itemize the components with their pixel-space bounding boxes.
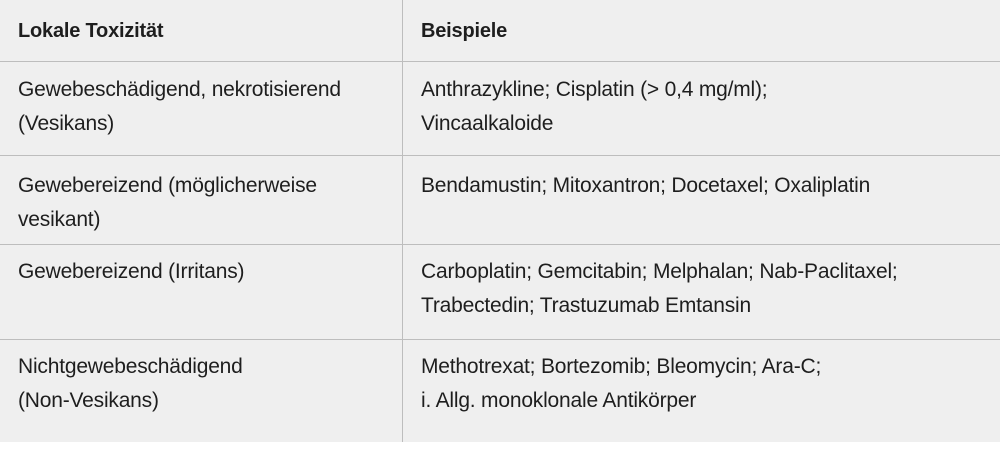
- table-header-row: Lokale Toxizität Beispiele: [0, 0, 1000, 62]
- examples-text: Anthrazykline; Cisplatin (> 0,4 mg/ml); …: [421, 78, 768, 135]
- toxicity-text: Gewebeschädigend, nekrotisierend (Vesika…: [18, 78, 341, 135]
- examples-cell: Anthrazykline; Cisplatin (> 0,4 mg/ml); …: [403, 62, 1000, 155]
- examples-cell: Bendamustin; Mitoxantron; Docetaxel; Oxa…: [403, 156, 1000, 244]
- toxicity-cell: Nichtgewebeschädigend (Non-Vesikans): [0, 340, 403, 442]
- examples-text: Bendamustin; Mitoxantron; Docetaxel; Oxa…: [421, 174, 871, 197]
- examples-cell: Carboplatin; Gemcitabin; Melphalan; Nab-…: [403, 245, 1000, 339]
- header-cell-toxicity: Lokale Toxizität: [0, 0, 403, 61]
- table-row: Nichtgewebeschädigend (Non-Vesikans) Met…: [0, 340, 1000, 442]
- examples-cell: Methotrexat; Bortezomib; Bleomycin; Ara-…: [403, 340, 1000, 442]
- toxicity-text: Nichtgewebeschädigend (Non-Vesikans): [18, 355, 243, 412]
- table-row: Gewebeschädigend, nekrotisierend (Vesika…: [0, 62, 1000, 156]
- toxicity-cell: Gewebereizend (Irritans): [0, 245, 403, 339]
- examples-text: Carboplatin; Gemcitabin; Melphalan; Nab-…: [421, 260, 898, 317]
- toxicity-cell: Gewebeschädigend, nekrotisierend (Vesika…: [0, 62, 403, 155]
- toxicity-text: Gewebereizend (Irritans): [18, 260, 245, 283]
- header-label-toxicity: Lokale Toxizität: [18, 20, 164, 42]
- examples-text: Methotrexat; Bortezomib; Bleomycin; Ara-…: [421, 355, 822, 412]
- toxicity-table: Lokale Toxizität Beispiele Gewebeschädig…: [0, 0, 1000, 442]
- header-label-examples: Beispiele: [421, 20, 508, 42]
- table-row: Gewebereizend (möglicherweise vesikant) …: [0, 156, 1000, 245]
- toxicity-cell: Gewebereizend (möglicherweise vesikant): [0, 156, 403, 244]
- toxicity-text: Gewebereizend (möglicherweise vesikant): [18, 174, 317, 231]
- table-row: Gewebereizend (Irritans) Carboplatin; Ge…: [0, 245, 1000, 340]
- header-cell-examples: Beispiele: [403, 0, 1000, 61]
